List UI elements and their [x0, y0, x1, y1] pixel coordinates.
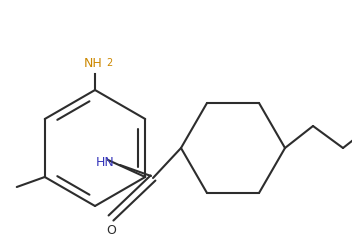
Text: NH: NH: [84, 57, 102, 70]
Text: O: O: [106, 224, 116, 237]
Text: 2: 2: [106, 58, 112, 68]
Text: HN: HN: [96, 156, 115, 169]
